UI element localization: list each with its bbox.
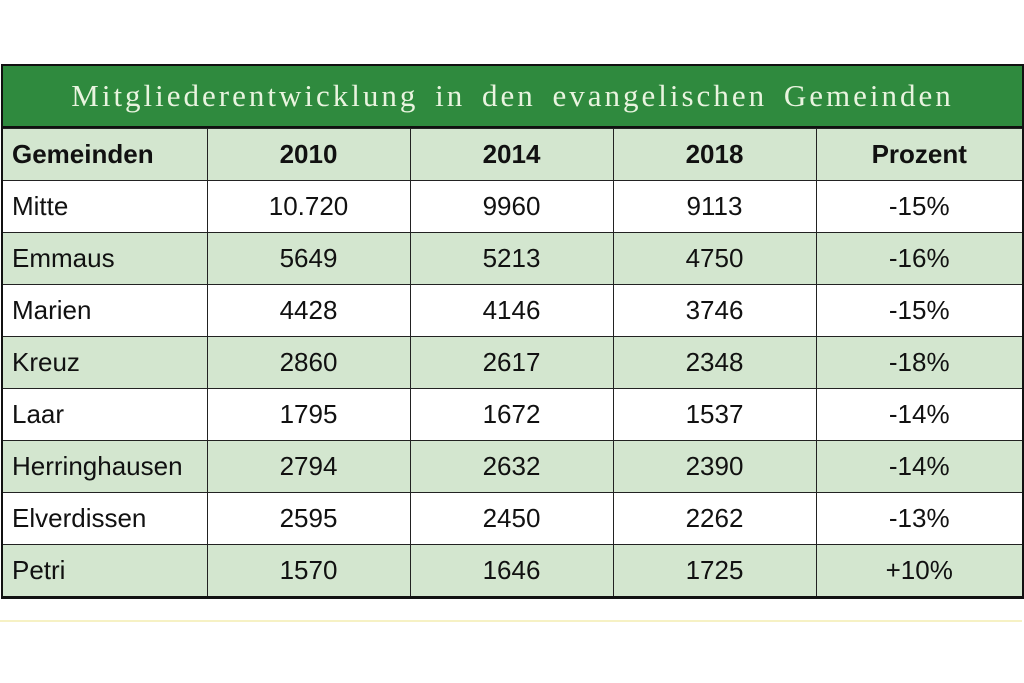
row-label: Elverdissen xyxy=(3,492,208,545)
table-body: Mitte 10.720 9960 9113 -15% Emmaus 5649 5213 475… xyxy=(3,180,1022,596)
cell: 2262 xyxy=(612,492,817,545)
header-cell: 2014 xyxy=(409,128,614,181)
cell: 10.720 xyxy=(206,180,411,233)
cell: -15% xyxy=(815,180,1022,233)
cell: 5213 xyxy=(409,232,614,285)
cell: -16% xyxy=(815,232,1022,285)
cell: 5649 xyxy=(206,232,411,285)
cell: -13% xyxy=(815,492,1022,545)
cell: 2348 xyxy=(612,336,817,389)
table-row: Petri 1570 1646 1725 +10% xyxy=(3,544,1022,596)
cell: -14% xyxy=(815,440,1022,493)
cell: 1646 xyxy=(409,544,614,596)
header-cell: Prozent xyxy=(815,128,1022,181)
cell: 4146 xyxy=(409,284,614,337)
table-row: Emmaus 5649 5213 4750 -16% xyxy=(3,232,1022,285)
cell: 9960 xyxy=(409,180,614,233)
table-row: Marien 4428 4146 3746 -15% xyxy=(3,284,1022,337)
row-label: Marien xyxy=(3,284,208,337)
table-row: Laar 1795 1672 1537 -14% xyxy=(3,388,1022,441)
row-label: Laar xyxy=(3,388,208,441)
cell: -14% xyxy=(815,388,1022,441)
table-frame: Mitgliederentwicklung in den evangelisch… xyxy=(1,64,1024,599)
table-title: Mitgliederentwicklung in den evangelisch… xyxy=(3,66,1022,128)
cell: 2632 xyxy=(409,440,614,493)
row-label: Emmaus xyxy=(3,232,208,285)
table: Gemeinden 2010 2014 2018 Prozent Mitte 10.720… xyxy=(3,128,1022,596)
cell: 2390 xyxy=(612,440,817,493)
cell: 9113 xyxy=(612,180,817,233)
header-cell: Gemeinden xyxy=(3,128,208,181)
cell: 1537 xyxy=(612,388,817,441)
cell: +10% xyxy=(815,544,1022,596)
row-label: Petri xyxy=(3,544,208,596)
row-label: Mitte xyxy=(3,180,208,233)
cell: -18% xyxy=(815,336,1022,389)
row-label: Herringhausen xyxy=(3,440,208,493)
cell: 2617 xyxy=(409,336,614,389)
cell: 2595 xyxy=(206,492,411,545)
cell: 1570 xyxy=(206,544,411,596)
header-cell: 2010 xyxy=(206,128,411,181)
cell: 1725 xyxy=(612,544,817,596)
table-row: Elverdissen 2595 2450 2262 -13% xyxy=(3,492,1022,545)
cell: 1672 xyxy=(409,388,614,441)
cell: 2794 xyxy=(206,440,411,493)
cell: 4428 xyxy=(206,284,411,337)
divider xyxy=(0,620,1022,622)
cell: 1795 xyxy=(206,388,411,441)
row-label: Kreuz xyxy=(3,336,208,389)
table-row: Herringhausen 2794 2632 2390 -14% xyxy=(3,440,1022,493)
table-row: Mitte 10.720 9960 9113 -15% xyxy=(3,180,1022,233)
cell: -15% xyxy=(815,284,1022,337)
table-row: Kreuz 2860 2617 2348 -18% xyxy=(3,336,1022,389)
cell: 3746 xyxy=(612,284,817,337)
header-row: Gemeinden 2010 2014 2018 Prozent xyxy=(3,128,1022,181)
cell: 2860 xyxy=(206,336,411,389)
cell: 2450 xyxy=(409,492,614,545)
header-cell: 2018 xyxy=(612,128,817,181)
cell: 4750 xyxy=(612,232,817,285)
